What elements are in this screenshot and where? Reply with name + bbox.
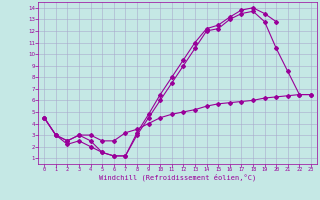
X-axis label: Windchill (Refroidissement éolien,°C): Windchill (Refroidissement éolien,°C) — [99, 174, 256, 181]
